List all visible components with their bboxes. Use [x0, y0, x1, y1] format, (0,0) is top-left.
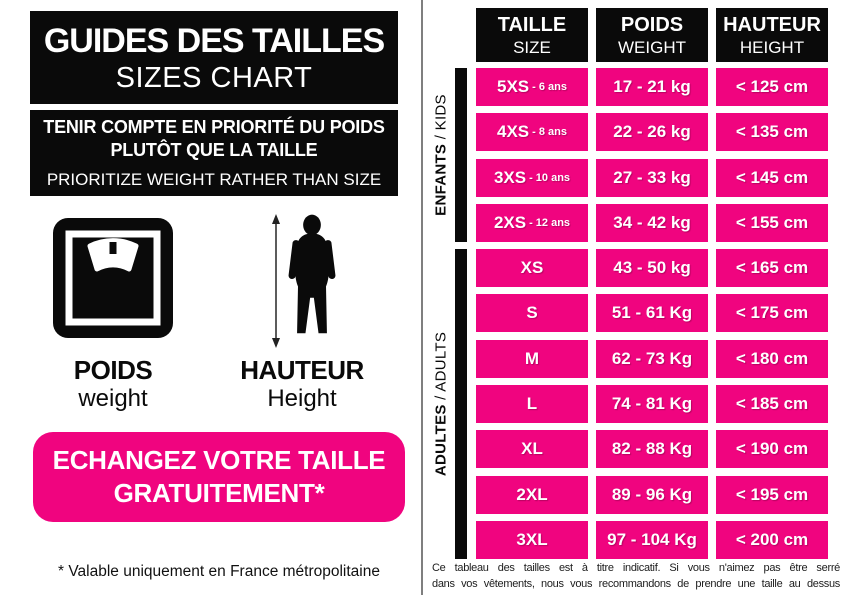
kids-label-separator: / — [432, 130, 450, 144]
weight-cell: 62 - 73 Kg — [596, 339, 708, 378]
size-cell: XS — [476, 249, 588, 288]
free-exchange-line1: ECHANGEZ VOTRE TAILLE — [52, 445, 386, 475]
header-size: TAILLE SIZE — [476, 8, 588, 62]
free-exchange-line2: GRATUITEMENT* — [113, 478, 325, 508]
kids-label-fr: ENFANTS — [432, 143, 450, 216]
size-row-2xs: 2XS - 12 ans 34 - 42 kg < 155 cm — [476, 203, 828, 242]
size-row-xl: XL 82 - 88 Kg < 190 cm — [476, 430, 828, 469]
kids-group-label: ENFANTS / KIDS — [433, 94, 450, 216]
disclaimer-line1: Ce tableau des tailles est à titre indic… — [432, 562, 840, 574]
height-cell: < 155 cm — [716, 203, 828, 242]
size-cell: 3XS - 10 ans — [476, 158, 588, 197]
adults-label-separator: / — [432, 391, 450, 405]
kids-group-bar — [455, 68, 467, 242]
weight-cell: 51 - 61 Kg — [596, 294, 708, 333]
height-cell: < 180 cm — [716, 339, 828, 378]
height-cell: < 135 cm — [716, 113, 828, 152]
weight-label-fr: POIDS — [73, 355, 153, 385]
height-cell: < 190 cm — [716, 430, 828, 469]
adults-label-en: ADULTS — [432, 331, 450, 392]
size-row-2xl: 2XL 89 - 96 Kg < 195 cm — [476, 475, 828, 514]
size-row-5xs: 5XS - 6 ans 17 - 21 kg < 125 cm — [476, 68, 828, 106]
height-cell: < 185 cm — [716, 385, 828, 424]
priority-note-en: PRIORITIZE WEIGHT RATHER THAN SIZE — [46, 169, 382, 189]
adults-group-bar — [455, 249, 467, 559]
vertical-divider — [421, 0, 423, 595]
person-silhouette-icon — [288, 214, 336, 334]
height-figure-label: HAUTEUR Height — [227, 356, 377, 413]
size-cell: 5XS - 6 ans — [476, 68, 588, 106]
disclaimer-line2: dans vos vêtements, nous vous recommando… — [432, 578, 840, 590]
size-cell: XL — [476, 430, 588, 469]
size-cell: S — [476, 294, 588, 333]
size-cell: L — [476, 385, 588, 424]
free-exchange-banner: ECHANGEZ VOTRE TAILLE GRATUITEMENT* — [33, 432, 405, 522]
height-cell: < 165 cm — [716, 249, 828, 288]
weight-figure-label: POIDS weight — [38, 356, 188, 413]
size-row-4xs: 4XS - 8 ans 22 - 26 kg < 135 cm — [476, 113, 828, 152]
size-row-xs: XS 43 - 50 kg < 165 cm — [476, 249, 828, 288]
weight-cell: 22 - 26 kg — [596, 113, 708, 152]
title-banner: GUIDES DES TAILLES SIZES CHART — [30, 11, 398, 104]
size-row-3xl: 3XL 97 - 104 Kg < 200 cm — [476, 520, 828, 559]
height-label-en: Height — [267, 385, 337, 412]
measure-arrow-icon — [272, 214, 280, 348]
size-cell: 3XL — [476, 520, 588, 559]
header-height: HAUTEUR HEIGHT — [716, 8, 828, 62]
height-cell: < 125 cm — [716, 68, 828, 106]
header-height-fr: HAUTEUR — [723, 13, 821, 36]
footnote: * Valable uniquement en France métropoli… — [58, 563, 380, 580]
weight-cell: 43 - 50 kg — [596, 249, 708, 288]
height-cell: < 195 cm — [716, 475, 828, 514]
weight-cell: 27 - 33 kg — [596, 158, 708, 197]
header-weight: POIDS WEIGHT — [596, 8, 708, 62]
weighing-scale-icon — [53, 218, 173, 338]
title-english: SIZES CHART — [115, 61, 313, 94]
weight-cell: 97 - 104 Kg — [596, 520, 708, 559]
disclaimer-text: Ce tableau des tailles est à titre indic… — [432, 560, 840, 592]
person-height-icon — [268, 212, 340, 350]
weight-cell: 74 - 81 Kg — [596, 385, 708, 424]
priority-note-fr-line1: TENIR COMPTE EN PRIORITÉ DU POIDS — [43, 116, 385, 137]
title-french: GUIDES DES TAILLES — [43, 21, 385, 60]
weight-cell: 17 - 21 kg — [596, 68, 708, 106]
adults-label-fr: ADULTES — [432, 404, 450, 477]
priority-note-banner: TENIR COMPTE EN PRIORITÉ DU POIDS PLUTÔT… — [30, 110, 398, 196]
header-weight-fr: POIDS — [620, 13, 684, 36]
size-row-l: L 74 - 81 Kg < 185 cm — [476, 385, 828, 424]
height-cell: < 175 cm — [716, 294, 828, 333]
size-cell: M — [476, 339, 588, 378]
priority-note-fr-line2: PLUTÔT QUE LA TAILLE — [110, 139, 318, 160]
size-cell: 2XL — [476, 475, 588, 514]
table-header-row: TAILLE SIZE POIDS WEIGHT HAUTEUR HEIGHT — [476, 8, 828, 62]
weight-label-en: weight — [78, 385, 148, 412]
size-table-rows: 5XS - 6 ans 17 - 21 kg < 125 cm 4XS - 8 ans 22… — [476, 68, 828, 559]
kids-label-en: KIDS — [432, 94, 450, 131]
size-cell: 4XS - 8 ans — [476, 113, 588, 152]
size-row-m: M 62 - 73 Kg < 180 cm — [476, 339, 828, 378]
height-cell: < 200 cm — [716, 520, 828, 559]
header-weight-en: WEIGHT — [618, 37, 686, 57]
size-row-3xs: 3XS - 10 ans 27 - 33 kg < 145 cm — [476, 158, 828, 197]
height-cell: < 145 cm — [716, 158, 828, 197]
header-size-fr: TAILLE — [497, 13, 567, 36]
size-row-s: S 51 - 61 Kg < 175 cm — [476, 294, 828, 333]
height-label-fr: HAUTEUR — [240, 355, 364, 385]
header-height-en: HEIGHT — [739, 37, 805, 57]
header-size-en: SIZE — [513, 37, 551, 57]
weight-cell: 89 - 96 Kg — [596, 475, 708, 514]
weight-cell: 82 - 88 Kg — [596, 430, 708, 469]
weight-cell: 34 - 42 kg — [596, 203, 708, 242]
adults-group-label: ADULTES / ADULTS — [433, 332, 450, 476]
size-cell: 2XS - 12 ans — [476, 203, 588, 242]
